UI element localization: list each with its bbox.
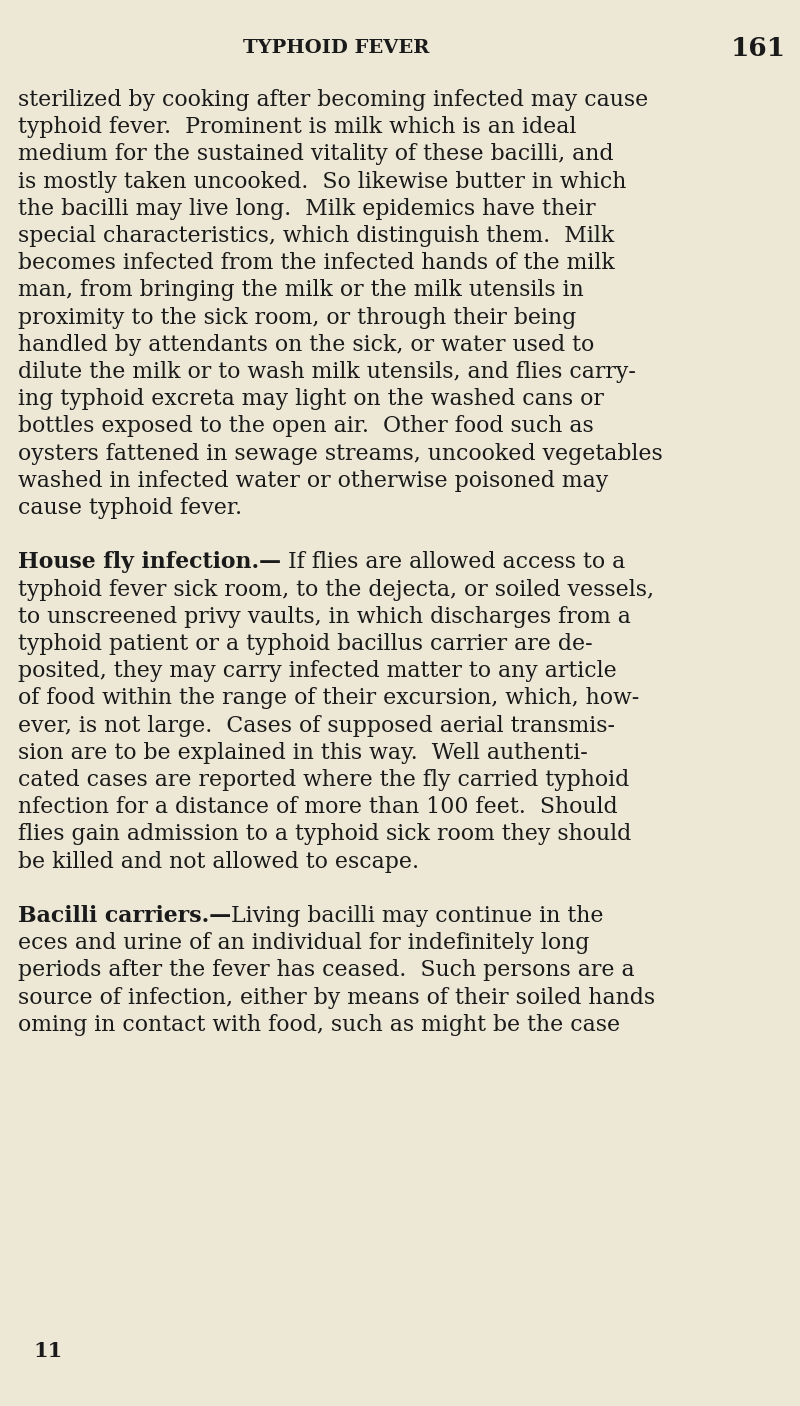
Text: sion are to be explained in this way.  Well authenti-: sion are to be explained in this way. We…	[18, 742, 588, 763]
Text: eces and urine of an individual for indefinitely long: eces and urine of an individual for inde…	[18, 932, 590, 955]
Text: Living bacilli may continue in the: Living bacilli may continue in the	[231, 905, 604, 927]
Text: be killed and not allowed to escape.: be killed and not allowed to escape.	[18, 851, 419, 873]
Text: sterilized by cooking after becoming infected may cause: sterilized by cooking after becoming inf…	[18, 89, 648, 111]
Text: posited, they may carry infected matter to any article: posited, they may carry infected matter …	[18, 661, 617, 682]
Text: proximity to the sick room, or through their being: proximity to the sick room, or through t…	[18, 307, 576, 329]
Text: Bacilli carriers.—: Bacilli carriers.—	[18, 905, 231, 927]
Text: handled by attendants on the sick, or water used to: handled by attendants on the sick, or wa…	[18, 333, 594, 356]
Text: is mostly taken uncooked.  So likewise butter in which: is mostly taken uncooked. So likewise bu…	[18, 170, 626, 193]
Text: 11: 11	[33, 1341, 62, 1361]
Text: House fly infection.—: House fly infection.—	[18, 551, 281, 574]
Text: special characteristics, which distinguish them.  Milk: special characteristics, which distingui…	[18, 225, 614, 247]
Text: dilute the milk or to wash milk utensils, and flies carry-: dilute the milk or to wash milk utensils…	[18, 361, 636, 382]
Text: typhoid fever.  Prominent is milk which is an ideal: typhoid fever. Prominent is milk which i…	[18, 117, 576, 138]
Text: becomes infected from the infected hands of the milk: becomes infected from the infected hands…	[18, 252, 614, 274]
Text: washed in infected water or otherwise poisoned may: washed in infected water or otherwise po…	[18, 470, 608, 492]
Text: nfection for a distance of more than 100 feet.  Should: nfection for a distance of more than 100…	[18, 796, 618, 818]
Text: ever, is not large.  Cases of supposed aerial transmis-: ever, is not large. Cases of supposed ae…	[18, 714, 615, 737]
Text: cause typhoid fever.: cause typhoid fever.	[18, 496, 242, 519]
Text: oysters fattened in sewage streams, uncooked vegetables: oysters fattened in sewage streams, unco…	[18, 443, 662, 464]
Text: typhoid fever sick room, to the dejecta, or soiled vessels,: typhoid fever sick room, to the dejecta,…	[18, 579, 654, 600]
Text: periods after the fever has ceased.  Such persons are a: periods after the fever has ceased. Such…	[18, 959, 634, 981]
Text: of food within the range of their excursion, which, how-: of food within the range of their excurs…	[18, 688, 639, 710]
Text: source of infection, either by means of their soiled hands: source of infection, either by means of …	[18, 987, 655, 1008]
Text: oming in contact with food, such as might be the case: oming in contact with food, such as migh…	[18, 1014, 620, 1036]
Text: 161: 161	[730, 35, 786, 60]
Text: to unscreened privy vaults, in which discharges from a: to unscreened privy vaults, in which dis…	[18, 606, 631, 628]
Text: bottles exposed to the open air.  Other food such as: bottles exposed to the open air. Other f…	[18, 415, 594, 437]
Text: ing typhoid excreta may light on the washed cans or: ing typhoid excreta may light on the was…	[18, 388, 604, 411]
Text: man, from bringing the milk or the milk utensils in: man, from bringing the milk or the milk …	[18, 280, 584, 301]
Text: medium for the sustained vitality of these bacilli, and: medium for the sustained vitality of the…	[18, 143, 614, 166]
Text: flies gain admission to a typhoid sick room they should: flies gain admission to a typhoid sick r…	[18, 824, 631, 845]
Text: typhoid patient or a typhoid bacillus carrier are de-: typhoid patient or a typhoid bacillus ca…	[18, 633, 593, 655]
Text: TYPHOID FEVER: TYPHOID FEVER	[243, 39, 429, 58]
Text: If flies are allowed access to a: If flies are allowed access to a	[281, 551, 626, 574]
Text: cated cases are reported where the fly carried typhoid: cated cases are reported where the fly c…	[18, 769, 630, 792]
Text: the bacilli may live long.  Milk epidemics have their: the bacilli may live long. Milk epidemic…	[18, 198, 596, 219]
